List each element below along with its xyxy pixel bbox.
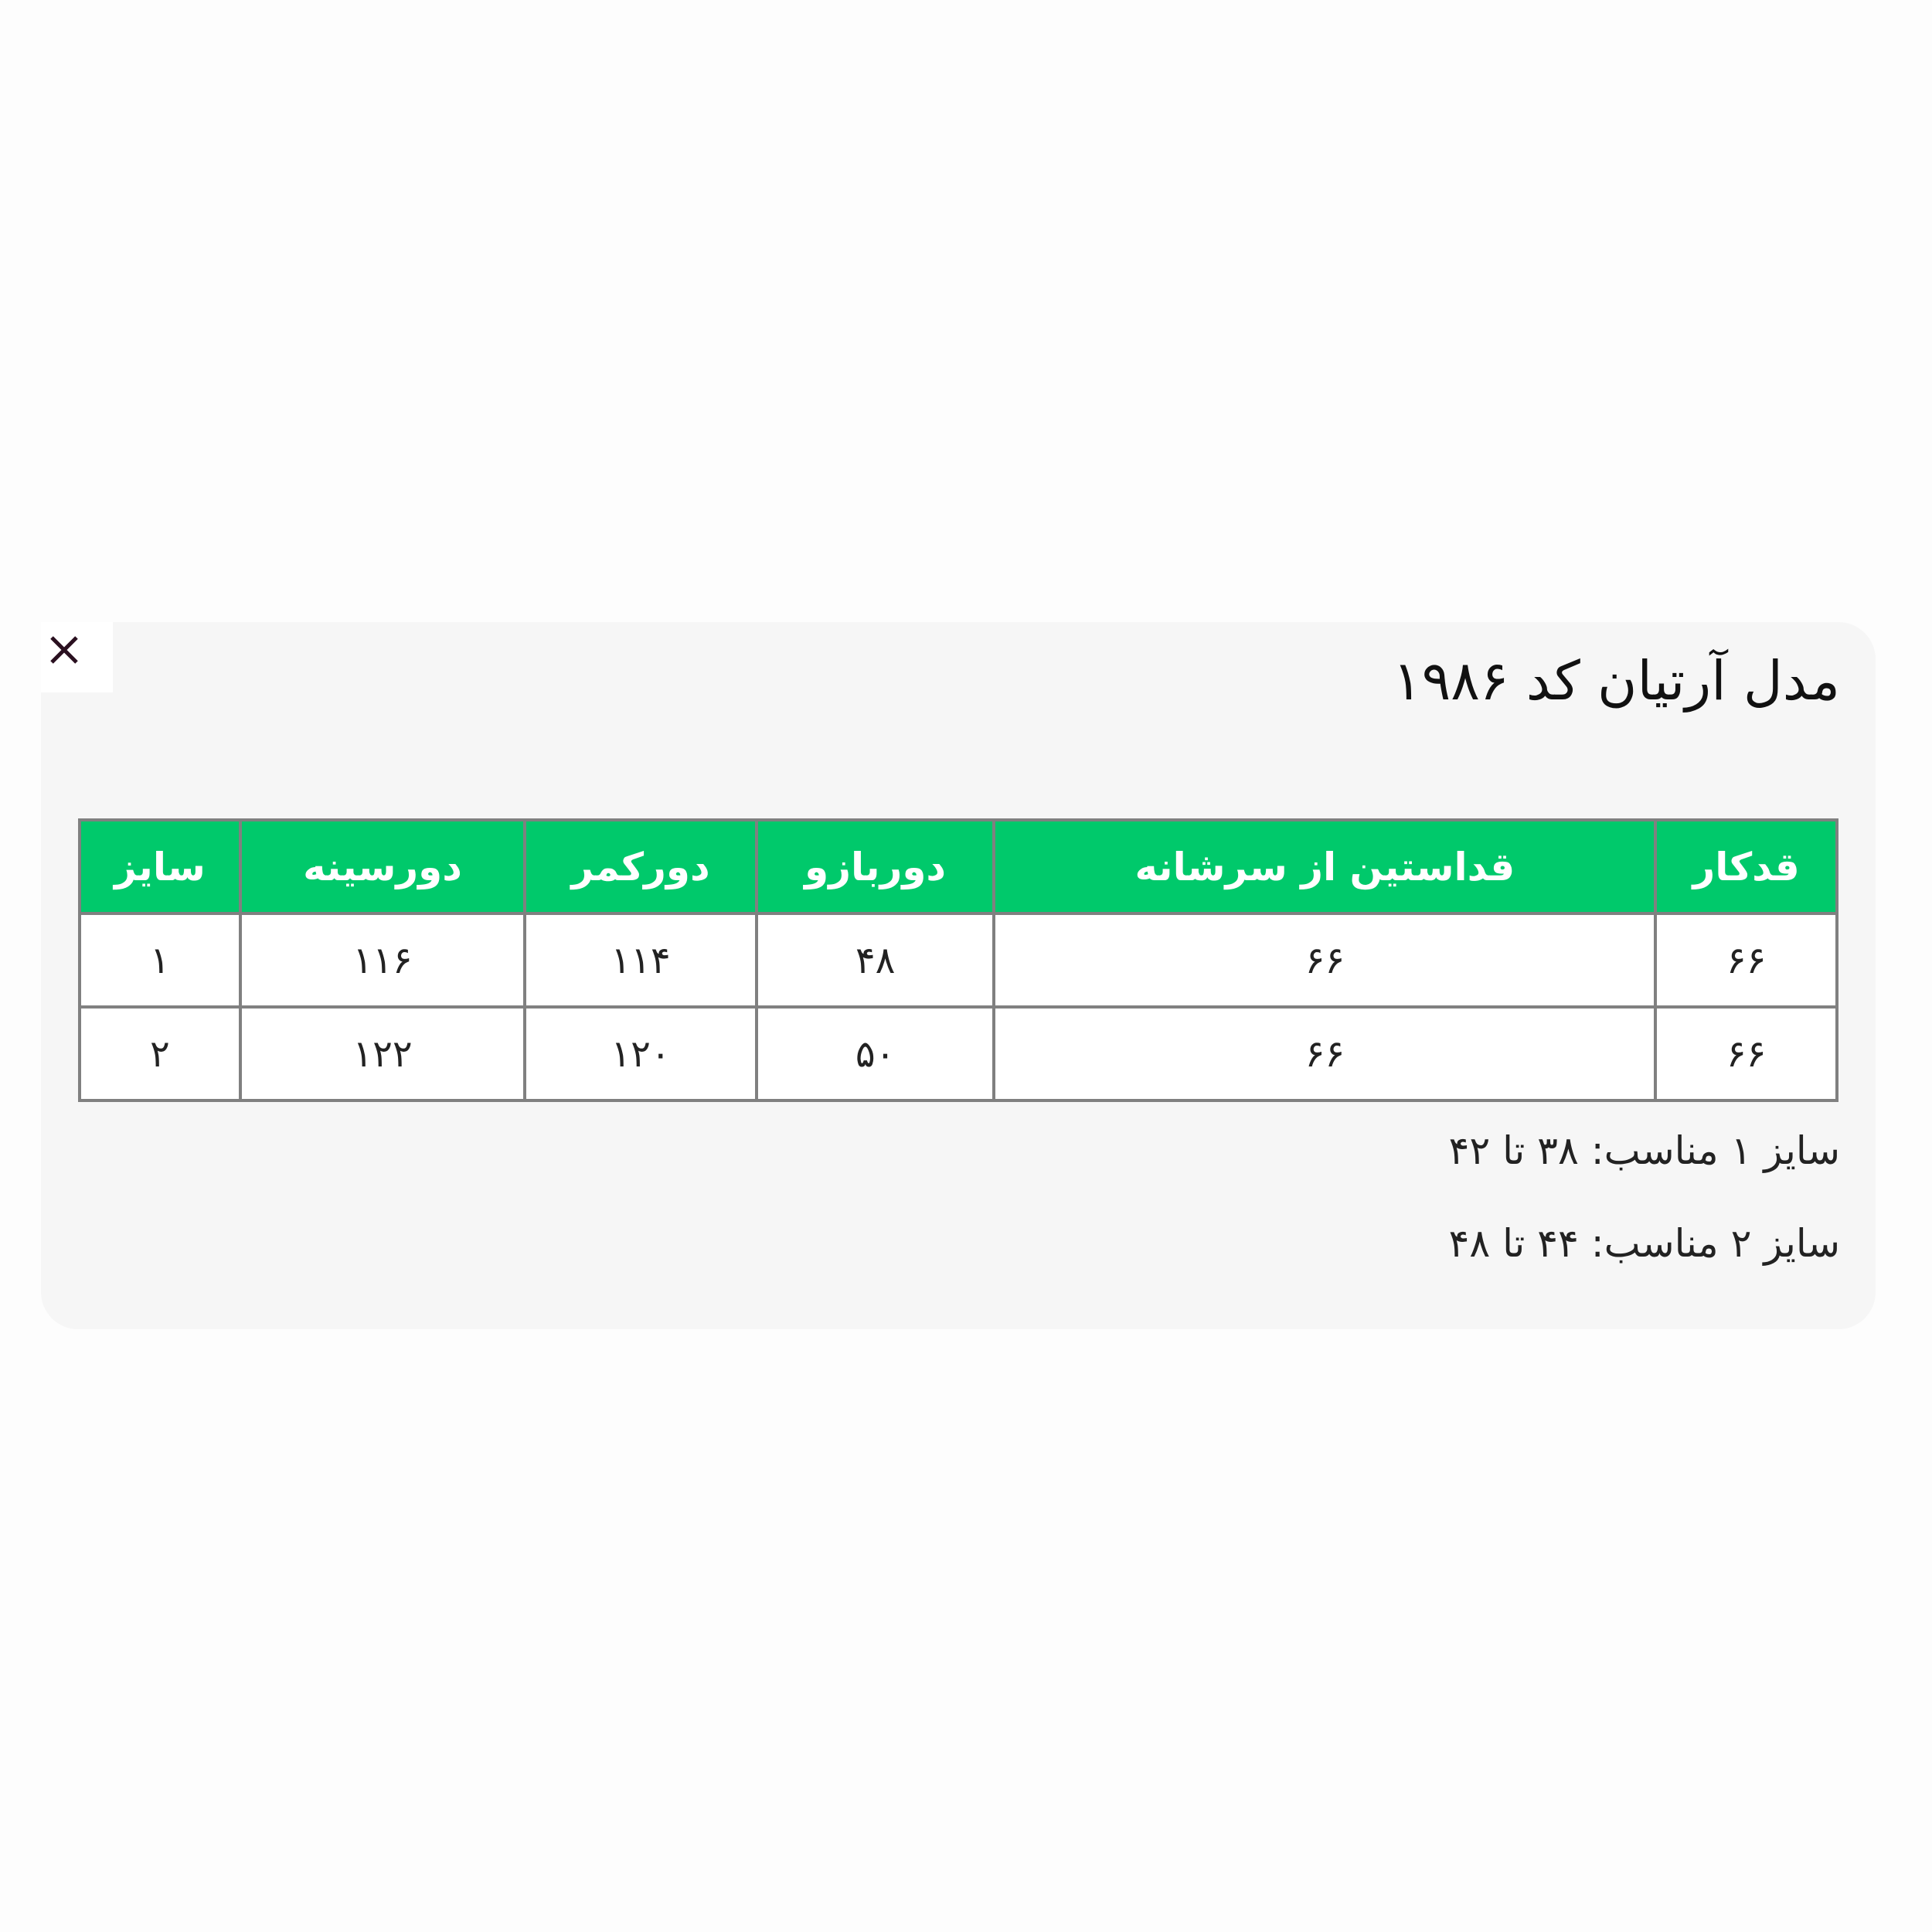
table-cell: ۵۰ [754, 1005, 996, 1102]
table-header-row: قدکار قداستین از سرشانه دوربازو دورکمر د… [78, 818, 1838, 915]
table-row: ۶۶ ۶۶ ۵۰ ۱۲۰ ۱۲۲ ۲ [78, 1005, 1838, 1102]
table-cell: ۱۱۴ [523, 912, 758, 1009]
table-cell: ۶۶ [992, 912, 1658, 1009]
table-cell: ۶۶ [1654, 1005, 1838, 1102]
table-cell: ۱۲۰ [523, 1005, 758, 1102]
table-cell: ۴۸ [754, 912, 996, 1009]
header-cell: دورسینه [238, 818, 527, 915]
table-cell: ۱۱۶ [238, 912, 527, 1009]
table-cell: ۲ [78, 1005, 242, 1102]
header-cell: قداستین از سرشانه [992, 818, 1658, 915]
table-cell: ۶۶ [1654, 912, 1838, 1009]
table-cell: ۱ [78, 912, 242, 1009]
table-cell: ۶۶ [992, 1005, 1658, 1102]
table-cell: ۱۲۲ [238, 1005, 527, 1102]
table-row: ۶۶ ۶۶ ۴۸ ۱۱۴ ۱۱۶ ۱ [78, 912, 1838, 1009]
header-cell: دوربازو [754, 818, 996, 915]
close-button[interactable] [41, 622, 113, 692]
close-icon [50, 636, 78, 664]
size-table: قدکار قداستین از سرشانه دوربازو دورکمر د… [78, 818, 1838, 1102]
header-cell: قدکار [1654, 818, 1838, 915]
modal-title: مدل آرتیان کد ۱۹۸۶ [1393, 649, 1840, 713]
header-cell: دورکمر [523, 818, 758, 915]
header-cell: سایز [78, 818, 242, 915]
size-note-2: سایز ۲ مناسب: ۴۴ تا ۴۸ [1448, 1221, 1841, 1266]
size-note-1: سایز ۱ مناسب: ۳۸ تا ۴۲ [1448, 1128, 1841, 1173]
